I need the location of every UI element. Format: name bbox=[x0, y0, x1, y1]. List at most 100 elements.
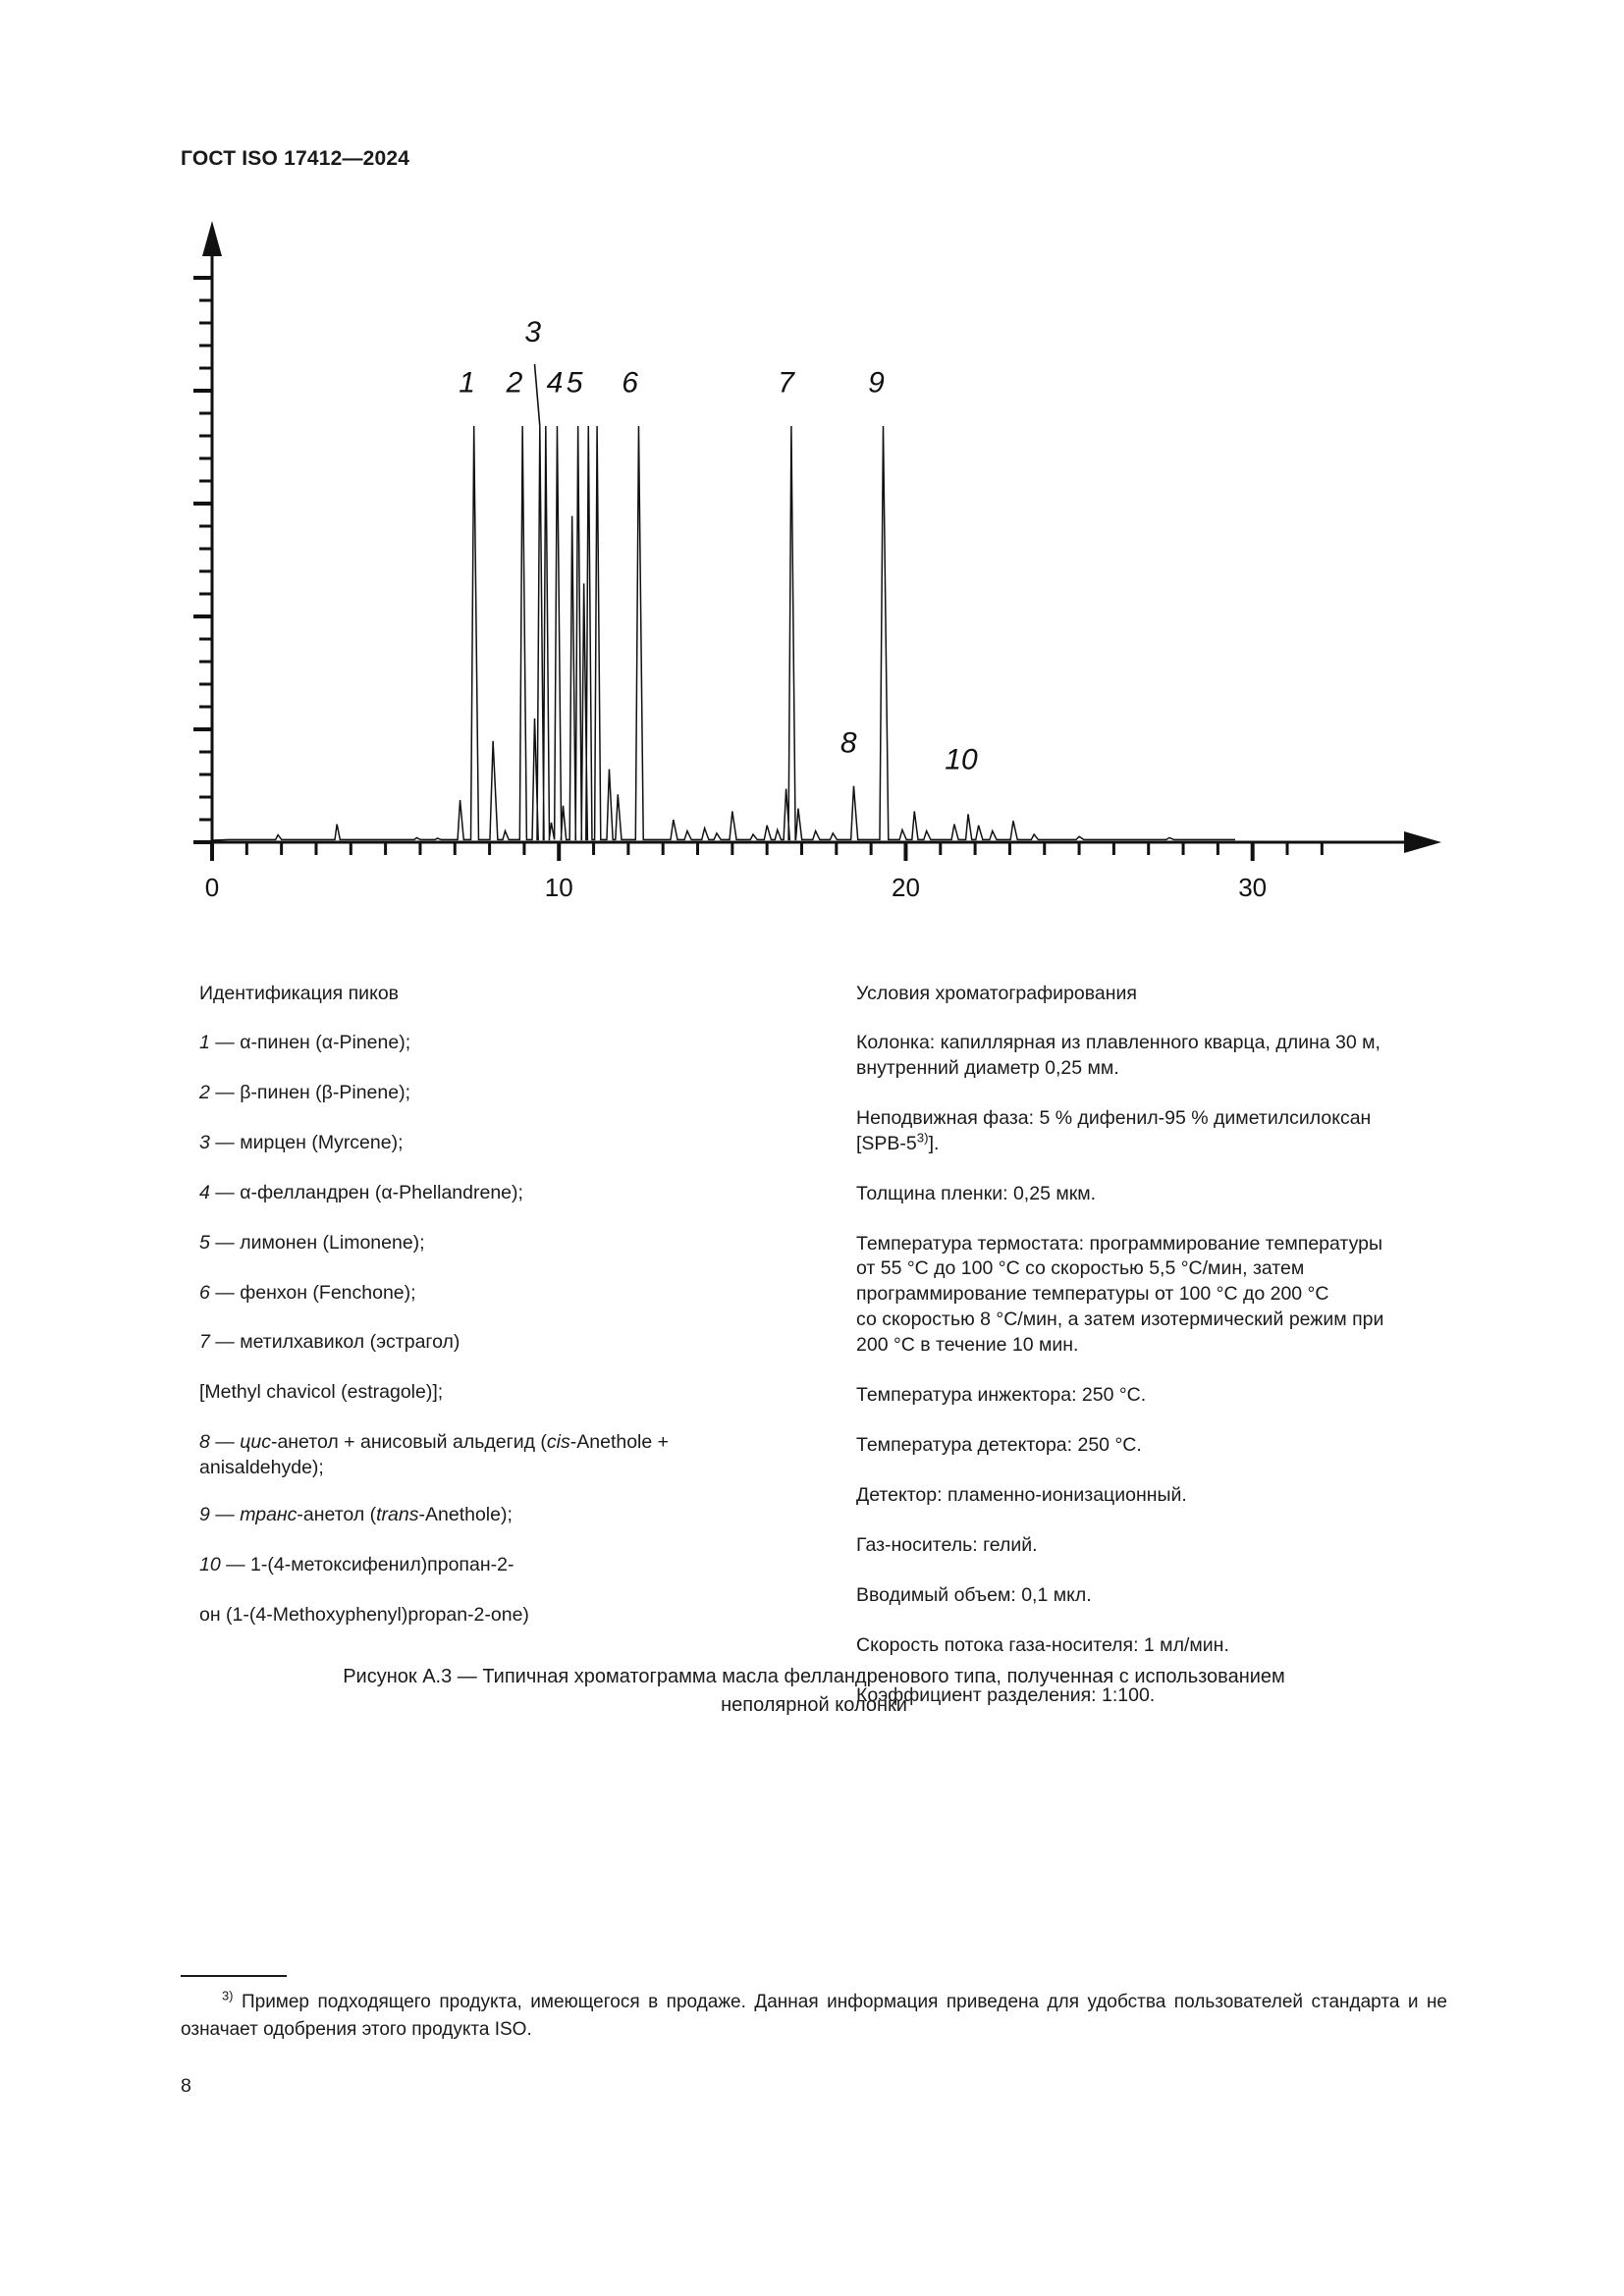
x-axis-tick-label: 30 bbox=[1238, 873, 1267, 902]
peak-label-2: 2 bbox=[506, 367, 523, 400]
peak-label-1: 1 bbox=[459, 367, 475, 400]
conditions-title: Условия хроматографирования bbox=[856, 983, 1137, 1004]
peak-item-10-text: — 1-(4-метоксифенил)пропан-2- bbox=[220, 1554, 514, 1576]
peak-item-8-mid: -анетол + анисовый альдегид ( bbox=[270, 1431, 547, 1454]
peak-item-9-italic-en: trans bbox=[376, 1504, 419, 1526]
condition-stationary-phase: Неподвижная фаза: 5 % дифенил-95 % димет… bbox=[856, 1106, 1445, 1157]
figure-caption: Рисунок А.3 — Типичная хроматограмма мас… bbox=[181, 1663, 1447, 1720]
peak-identification-column: Идентификация пиков 1 — α-пинен (α-Pinen… bbox=[199, 982, 749, 1653]
condition-oven-line2: от 55 °C до 100 °C со скоростью 5,5 °C/м… bbox=[856, 1257, 1305, 1280]
peak-label-4: 4 bbox=[547, 367, 564, 400]
footnote-marker: 3) bbox=[222, 1988, 234, 2003]
peak-item-8-number: 8 bbox=[199, 1431, 210, 1454]
peak-item-8-tail: -Anethole + bbox=[569, 1431, 670, 1454]
peak-label-3: 3 bbox=[524, 316, 541, 348]
peak-item-4-number: 4 bbox=[199, 1181, 210, 1203]
peak-item-5: 5 — лимонен (Limonene); bbox=[199, 1231, 749, 1256]
condition-oven-line4: со скоростью 8 °C/мин, а затем изотермич… bbox=[856, 1308, 1384, 1331]
peak-label-8: 8 bbox=[840, 726, 857, 759]
peak-item-1-dash: — bbox=[209, 1031, 241, 1053]
peak-item-7-number: 7 bbox=[199, 1331, 210, 1354]
peak-item-4-dash: — bbox=[209, 1181, 241, 1203]
peak-item-2-number: 2 bbox=[199, 1081, 210, 1103]
peak-item-10-continuation: он (1-(4-Methoxyphenyl)propan-2-one) bbox=[199, 1603, 529, 1626]
peak-item-3-number: 3 bbox=[199, 1131, 210, 1153]
peak-item-8-dash: — bbox=[209, 1431, 241, 1454]
x-axis-tick-label: 0 bbox=[205, 873, 219, 902]
peak-item-10: 10 — 1-(4-метоксифенил)пропан-2- bbox=[199, 1553, 749, 1578]
peak-identification-title: Идентификация пиков bbox=[199, 983, 400, 1004]
peak-item-7-continuation: [Methyl chavicol (estragole)]; bbox=[199, 1381, 444, 1404]
peak-label-5: 5 bbox=[567, 367, 583, 400]
peak-item-10-number: 10 bbox=[199, 1554, 221, 1576]
peak-label-10: 10 bbox=[945, 744, 978, 776]
peak-item-8-italic-ru: цис bbox=[240, 1431, 271, 1454]
peak-item-5-number: 5 bbox=[199, 1231, 210, 1254]
peak-item-6-dash: — bbox=[209, 1281, 241, 1304]
condition-detector-type: Детектор: пламенно-ионизационный. bbox=[856, 1483, 1187, 1506]
peak-item-3-dash: — bbox=[209, 1131, 241, 1153]
peak-item-1-number: 1 bbox=[199, 1031, 210, 1053]
peak-item-1: 1 — α-пинен (α-Pinene); bbox=[199, 1031, 749, 1056]
condition-detector-temperature: Температура детектора: 250 °C. bbox=[856, 1434, 1142, 1457]
condition-oven-temperature: Температура термостата: программирование… bbox=[856, 1232, 1445, 1360]
peak-label-9: 9 bbox=[868, 367, 885, 400]
peak-item-9-number: 9 bbox=[199, 1504, 210, 1526]
peak-item-8: 8 — цис-анетол + анисовый альдегид (cis-… bbox=[199, 1430, 749, 1481]
peak-item-9-dash: — bbox=[209, 1504, 241, 1526]
peak-item-3: 3 — мирцен (Myrcene); bbox=[199, 1131, 749, 1156]
figure-caption-line1: Рисунок А.3 — Типичная хроматограмма мас… bbox=[343, 1666, 1285, 1687]
condition-phase-line1: Неподвижная фаза: 5 % дифенил-95 % димет… bbox=[856, 1106, 1372, 1129]
peak-item-9-tail: -Anethole); bbox=[418, 1504, 513, 1526]
peak-item-8-italic-en: cis bbox=[546, 1431, 570, 1454]
chromatogram-chart: 0102030t, мин12345678910 bbox=[193, 221, 1441, 902]
y-axis-arrowhead bbox=[202, 221, 222, 256]
condition-carrier-gas: Газ-носитель: гелий. bbox=[856, 1533, 1038, 1556]
peak-item-7-text: метилхавикол (эстрагол) bbox=[240, 1331, 460, 1354]
peak-item-9-italic-ru: транс bbox=[240, 1504, 298, 1526]
chromatogram-trace bbox=[211, 425, 1236, 841]
condition-injector-temperature: Температура инжектора: 250 °C. bbox=[856, 1384, 1147, 1407]
condition-phase-line2a: [SPB-5 bbox=[856, 1132, 917, 1154]
peak-item-3-text: мирцен (Myrcene); bbox=[240, 1131, 404, 1153]
condition-oven-line5: 200 °C в течение 10 мин. bbox=[856, 1334, 1079, 1357]
peak-item-4-text: α-фелландрен (α-Phellandrene); bbox=[240, 1181, 523, 1203]
condition-injection-volume: Вводимый объем: 0,1 мкл. bbox=[856, 1583, 1092, 1606]
peak-item-6-text: фенхон (Fenchone); bbox=[240, 1281, 416, 1304]
peak-item-7: 7 — метилхавикол (эстрагол) bbox=[199, 1330, 749, 1356]
peak-label-6: 6 bbox=[622, 367, 638, 400]
footnote-reference-3: 3) bbox=[916, 1130, 929, 1146]
x-axis-tick-label: 20 bbox=[892, 873, 920, 902]
peak-item-9: 9 — транс-анетол (trans-Anethole); bbox=[199, 1503, 749, 1528]
condition-phase-line2b: ]. bbox=[928, 1132, 940, 1154]
peak-item-5-text: лимонен (Limonene); bbox=[240, 1231, 425, 1254]
peak-item-2: 2 — β-пинен (β-Pinene); bbox=[199, 1081, 749, 1106]
peak-item-4: 4 — α-фелландрен (α-Phellandrene); bbox=[199, 1181, 749, 1206]
x-axis-arrowhead bbox=[1404, 831, 1441, 853]
peak-item-1-text: α-пинен (α-Pinene); bbox=[240, 1031, 411, 1053]
peak-item-6: 6 — фенхон (Fenchone); bbox=[199, 1281, 749, 1307]
peak-label-7: 7 bbox=[778, 367, 795, 400]
condition-split-ratio: Коэффициент разделения: 1:100. bbox=[856, 1683, 1156, 1706]
condition-column: Колонка: капиллярная из плавленного квар… bbox=[856, 1031, 1445, 1082]
peak-item-6-number: 6 bbox=[199, 1281, 210, 1304]
footnote-separator bbox=[181, 1975, 287, 1977]
figure-caption-line2: неполярной колонки bbox=[721, 1694, 907, 1716]
footnote-body: Пример подходящего продукта, имеющегося … bbox=[181, 1992, 1448, 2040]
condition-oven-line3: программирование температуры от 100 °C д… bbox=[856, 1283, 1329, 1306]
x-axis-tick-label: 10 bbox=[545, 873, 573, 902]
page-number: 8 bbox=[181, 2075, 191, 2097]
condition-column-line2: внутренний диаметр 0,25 мм. bbox=[856, 1056, 1119, 1079]
peak-item-7-dash: — bbox=[209, 1331, 241, 1354]
peak-item-2-text: β-пинен (β-Pinene); bbox=[240, 1081, 410, 1103]
chromatography-conditions-column: Условия хроматографирования Колонка: кап… bbox=[856, 982, 1445, 1734]
peak-item-5-dash: — bbox=[209, 1231, 241, 1254]
peak-item-9-mid: -анетол ( bbox=[297, 1504, 377, 1526]
peak-3-leader-line bbox=[533, 363, 541, 427]
figure-legend-columns: Идентификация пиков 1 — α-пинен (α-Pinen… bbox=[0, 982, 1624, 1706]
condition-film-thickness: Толщина пленки: 0,25 мкм. bbox=[856, 1182, 1097, 1204]
footnote-text: 3) Пример подходящего продукта, имеющего… bbox=[181, 1989, 1447, 2043]
condition-oven-line1: Температура термостата: программирование… bbox=[856, 1232, 1382, 1255]
chromatogram-figure: 0102030t, мин12345678910 bbox=[181, 221, 1447, 952]
